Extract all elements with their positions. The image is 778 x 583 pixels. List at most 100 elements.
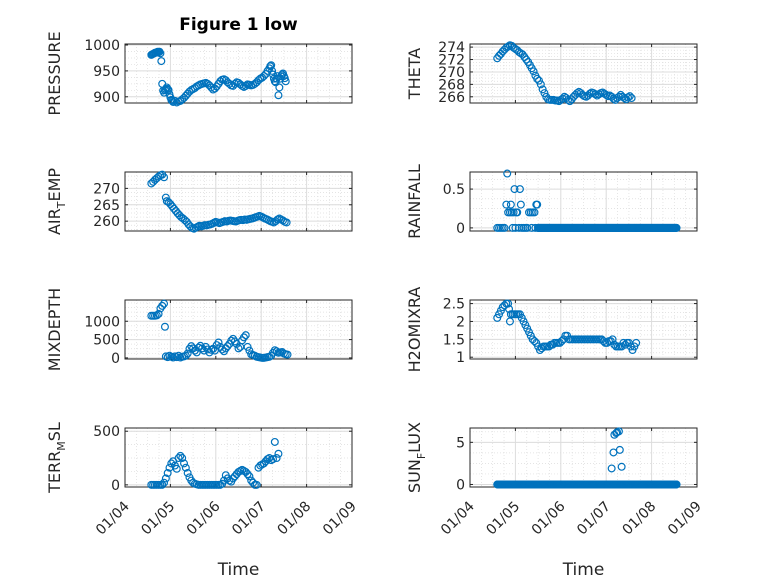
data-point [270, 437, 279, 446]
axes-box [469, 43, 698, 104]
x-axis-label: Time [217, 560, 260, 580]
data-point [243, 470, 252, 479]
data-point [234, 344, 243, 353]
data-point [617, 462, 626, 471]
data-point [672, 223, 681, 232]
data-point [515, 185, 524, 194]
data-series [147, 437, 283, 489]
data-point [504, 42, 513, 51]
y-tick-label: 950 [93, 64, 120, 80]
data-point [531, 223, 540, 232]
data-point [163, 469, 172, 478]
y-tick-label: 1000 [84, 314, 120, 330]
data-series [493, 299, 641, 355]
x-tick-label: 01/04 [93, 498, 133, 538]
minor-grid [470, 428, 697, 487]
data-point [283, 350, 292, 359]
axes-box [124, 43, 353, 104]
data-point [614, 427, 623, 436]
data-series [493, 41, 636, 106]
data-point [502, 200, 511, 209]
data-point [506, 200, 515, 209]
data-point [230, 79, 239, 88]
data-point [510, 185, 519, 194]
y-tick-label: 265 [93, 198, 120, 214]
data-point [538, 85, 547, 94]
data-point [164, 86, 173, 95]
subplot-pressure: 900 950 1000 PRESSURE Figure 1 low [45, 15, 353, 116]
baseline-markers [493, 480, 681, 489]
data-point [259, 72, 268, 81]
y-tick-label: 0 [456, 221, 465, 237]
data-point [239, 333, 248, 342]
data-point [535, 76, 544, 85]
y-tick-label: 500 [93, 333, 120, 349]
data-point [172, 464, 181, 473]
data-point [558, 94, 567, 103]
y-axis-label: H2OMIXRA [405, 287, 424, 373]
data-point [192, 348, 201, 357]
data-series [147, 47, 290, 107]
data-point [158, 480, 167, 489]
y-tick-label: 266 [438, 90, 465, 106]
data-point [245, 472, 254, 481]
y-tick-label: 270 [438, 65, 465, 81]
data-point [250, 351, 259, 360]
data-point [223, 342, 232, 351]
subplot-mixdepth: 0 500 1000 MIXDEPTH [45, 288, 353, 371]
data-point [163, 85, 172, 94]
y-tick-label: 0.5 [443, 182, 465, 198]
data-point [160, 173, 169, 182]
data-point [608, 335, 617, 344]
x-tick-label: 01/07 [574, 499, 614, 539]
y-tick-label: 270 [93, 181, 120, 197]
data-point [614, 92, 623, 101]
data-point [165, 463, 174, 472]
data-point [504, 299, 513, 308]
data-point [174, 454, 183, 463]
data-series [147, 170, 291, 233]
x-tick-label: 01/06 [529, 498, 569, 538]
y-tick-label: 1 [456, 350, 465, 366]
data-point [160, 322, 169, 331]
data-point [533, 200, 542, 209]
data-point [573, 89, 582, 98]
data-point [627, 94, 636, 103]
data-point [266, 62, 275, 71]
data-point [157, 57, 166, 66]
y-tick-label: 0 [456, 477, 465, 493]
y-axis-label: RAINFALL [405, 164, 424, 239]
x-tick-label: 01/09 [320, 499, 360, 539]
data-point [591, 90, 600, 99]
data-point [533, 74, 542, 83]
data-point [282, 218, 291, 227]
x-tick-label: 01/07 [229, 499, 269, 539]
data-point [602, 90, 611, 99]
axes-box [124, 171, 353, 232]
data-point [252, 480, 261, 489]
data-point [540, 89, 549, 98]
y-tick-label: 1000 [84, 38, 120, 54]
y-tick-label: 2 [456, 314, 465, 330]
data-point [272, 454, 281, 463]
data-point [241, 81, 250, 90]
y-tick-label: 500 [93, 424, 120, 440]
data-point [536, 80, 545, 89]
data-point [268, 66, 277, 75]
data-point [236, 466, 245, 475]
y-axis-label: PRESSURE [45, 31, 64, 115]
data-point [207, 345, 216, 354]
x-tick-label: 01/08 [275, 499, 315, 539]
data-point [529, 67, 538, 76]
data-series [607, 427, 626, 473]
y-axis-label: THETA [405, 48, 424, 100]
axes-box [124, 299, 353, 360]
data-point [241, 331, 250, 340]
data-point [557, 337, 566, 346]
data-point [210, 346, 219, 355]
data-point [623, 93, 632, 102]
data-point [160, 478, 169, 487]
data-point [152, 311, 161, 320]
